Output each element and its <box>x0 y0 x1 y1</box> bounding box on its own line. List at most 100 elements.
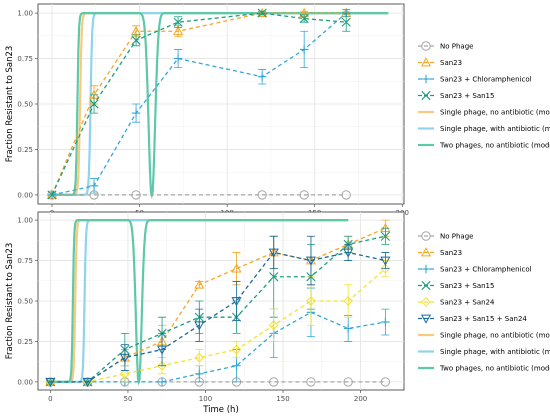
data-point <box>269 272 279 282</box>
y-tick-label: 0.50 <box>17 298 33 306</box>
legend-1: No Phage San23 San23 + Chloramphenicol San2… <box>418 41 550 150</box>
y-tick-label: 0.00 <box>17 378 33 386</box>
data-point <box>232 361 241 370</box>
data-point <box>380 377 391 387</box>
legend-key-marker <box>421 41 431 51</box>
data-point <box>131 35 141 45</box>
legend-label: Two phages, no antibiotic (model) <box>439 365 550 373</box>
data-point <box>194 279 205 289</box>
data-point <box>131 108 141 118</box>
data-point <box>305 256 316 266</box>
error-bar <box>158 332 167 367</box>
data-point <box>299 45 309 54</box>
legend-label: San23 <box>440 249 462 257</box>
model-line-3 <box>50 218 349 386</box>
legend-label: No Phage <box>440 43 473 51</box>
y-axis-title: Fraction Resistant to San23 <box>5 243 15 360</box>
chart-panel-2: 0 50 100 150 200 0.00 0.25 0.50 0.75 1.00 Time (h)… <box>5 211 405 415</box>
y-tick-label: 0.75 <box>17 55 33 63</box>
error-bar <box>381 252 390 270</box>
data-point <box>45 378 56 388</box>
error-bar <box>269 235 278 270</box>
data-point <box>157 377 167 387</box>
legend-key-marker <box>421 231 431 241</box>
data-point <box>47 190 57 200</box>
legend-key-marker <box>420 314 432 324</box>
data-point <box>157 345 168 355</box>
data-point <box>299 190 309 200</box>
plot-marks <box>45 218 391 388</box>
y-tick-label: 1.00 <box>17 10 33 18</box>
data-point <box>119 353 130 363</box>
data-point <box>381 317 390 327</box>
data-point <box>89 181 99 191</box>
legend-label: San23 <box>440 59 462 67</box>
legend-key-marker <box>421 280 431 291</box>
data-point <box>299 13 309 24</box>
y-tick-label: 0.25 <box>17 338 33 346</box>
error-bar <box>306 235 315 286</box>
data-point <box>380 263 391 274</box>
x-tick-label: 200 <box>354 395 367 403</box>
legend-key-marker <box>420 247 432 257</box>
data-point <box>131 190 141 200</box>
data-point <box>306 377 316 387</box>
data-point <box>231 297 242 307</box>
legend-label: Single phage, with antibiotic (model) <box>440 125 550 133</box>
error-bar <box>195 349 204 367</box>
legend-label: San23 + San24 <box>440 299 495 307</box>
data-point <box>269 377 279 387</box>
x-axis-title: Time (h) <box>202 405 239 415</box>
data-point <box>173 17 183 27</box>
x-tick-label: 100 <box>199 395 212 403</box>
legend-label: San23 + San15 <box>440 282 494 290</box>
data-point <box>231 344 242 355</box>
legend-label: No Phage <box>440 233 473 241</box>
data-point <box>343 377 353 387</box>
error-bar <box>232 341 241 359</box>
model-line-3 <box>52 11 389 199</box>
legend-key-marker <box>420 57 432 67</box>
series-line-5 <box>50 268 386 383</box>
legend-label: San23 + San15 + San24 <box>440 315 527 323</box>
legend-label: San23 + Chloramphenicol <box>440 76 532 84</box>
error-bar <box>232 281 241 321</box>
legend-key-marker <box>421 297 431 307</box>
data-point <box>45 377 55 387</box>
y-tick-label: 0.75 <box>17 257 33 265</box>
error-bar <box>344 243 353 261</box>
error-bar <box>269 308 278 342</box>
legend-label: Single phage, no antibiotic (model) <box>440 332 550 340</box>
data-point <box>257 8 267 18</box>
data-point <box>268 320 279 331</box>
legend-label: Single phage, no antibiotic (model) <box>440 109 550 117</box>
data-point <box>119 368 130 379</box>
data-point <box>194 352 205 363</box>
x-tick-label: 0 <box>48 395 52 403</box>
data-point <box>231 263 242 273</box>
data-point <box>341 17 351 27</box>
y-axis-title: Fraction Resistant to San23 <box>5 46 15 163</box>
series-line-6 <box>50 251 386 383</box>
data-point <box>341 190 351 200</box>
data-point <box>380 231 390 241</box>
data-point <box>257 72 267 81</box>
data-point <box>82 378 93 388</box>
data-point <box>268 248 279 258</box>
legend-2: No Phage San23 San23 + Chloramphenicol San2… <box>418 231 550 373</box>
legend-label: Single phage, with antibiotic (model) <box>440 348 550 356</box>
y-tick-label: 0.25 <box>17 146 33 154</box>
series-line-3 <box>50 311 386 383</box>
y-tick-label: 0.50 <box>17 101 33 109</box>
data-point <box>257 190 267 200</box>
legend-label: San23 + San15 <box>440 92 494 100</box>
data-point <box>195 369 204 379</box>
error-bar <box>195 308 204 342</box>
plot-marks <box>46 7 389 200</box>
legend-key-marker <box>421 264 431 274</box>
data-point <box>89 99 99 109</box>
legend-key-marker <box>421 90 431 101</box>
data-point <box>343 248 354 258</box>
